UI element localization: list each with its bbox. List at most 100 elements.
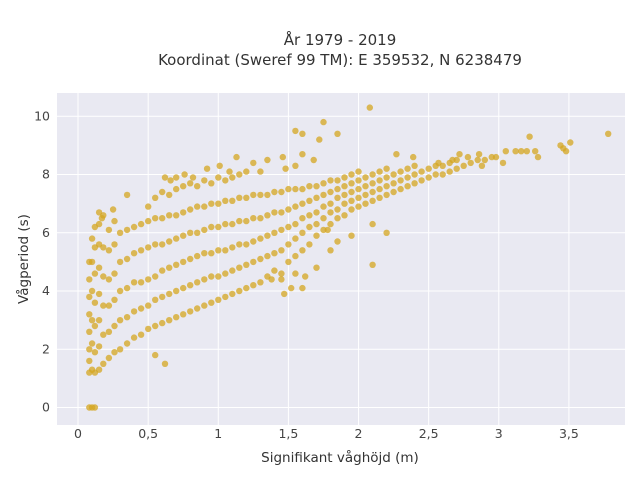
data-point [411, 162, 418, 169]
data-point [334, 130, 341, 137]
data-point [393, 151, 400, 158]
data-point [355, 177, 362, 184]
data-point [355, 185, 362, 193]
data-point [167, 177, 174, 184]
data-point [194, 305, 201, 312]
data-point [306, 197, 313, 204]
data-point [605, 130, 612, 137]
y-tick-label: 2 [42, 341, 50, 356]
data-point [111, 270, 118, 277]
data-point [418, 177, 425, 184]
data-point [306, 223, 313, 231]
data-point [327, 220, 334, 228]
data-point [166, 290, 173, 298]
data-point [116, 258, 124, 266]
data-point [369, 188, 376, 196]
data-point [243, 168, 250, 175]
data-point [334, 215, 341, 222]
data-point [362, 183, 369, 190]
data-point [264, 212, 271, 219]
data-point [299, 185, 306, 193]
data-point [397, 177, 404, 184]
data-point [180, 232, 187, 239]
data-point [86, 357, 93, 365]
data-point [418, 168, 425, 175]
data-point [137, 247, 145, 254]
data-point [383, 165, 390, 172]
data-point [502, 148, 509, 155]
data-point [137, 220, 145, 228]
data-point [355, 168, 362, 175]
data-point [166, 212, 173, 219]
data-point [180, 209, 187, 216]
data-point [243, 284, 250, 292]
data-point [369, 180, 376, 187]
data-point [292, 220, 299, 228]
data-point [215, 200, 222, 207]
data-point [257, 168, 264, 175]
data-point [173, 287, 180, 295]
data-point [173, 174, 180, 181]
data-point [271, 250, 278, 257]
data-point [194, 183, 201, 190]
data-point [404, 183, 411, 190]
data-point [285, 223, 292, 231]
data-point [91, 404, 99, 411]
data-point [341, 191, 348, 199]
data-point [341, 183, 348, 190]
data-point [390, 180, 397, 187]
data-point [383, 229, 390, 236]
data-point [383, 183, 390, 190]
data-point [282, 165, 289, 172]
data-point [313, 232, 320, 239]
data-point [130, 334, 138, 341]
data-point [229, 174, 236, 181]
data-point [243, 241, 250, 248]
data-point [208, 299, 215, 306]
data-point [299, 247, 306, 254]
data-point [292, 203, 299, 210]
data-point [145, 244, 152, 251]
data-point [208, 200, 215, 207]
data-point [161, 360, 169, 367]
data-point [229, 267, 236, 274]
data-point [366, 104, 373, 111]
data-point [432, 171, 439, 178]
data-point [456, 151, 463, 158]
data-point [341, 200, 348, 207]
data-point [201, 250, 208, 257]
y-tick-label: 4 [42, 283, 50, 298]
data-point [201, 177, 208, 184]
data-point [91, 349, 99, 356]
data-point [88, 258, 96, 266]
data-point [98, 215, 106, 222]
data-point [236, 287, 243, 295]
data-point [278, 188, 285, 196]
data-point [288, 284, 295, 292]
data-point [348, 171, 355, 178]
data-point [116, 317, 124, 324]
data-point [166, 317, 173, 324]
data-point [187, 206, 194, 213]
data-point [123, 255, 131, 263]
data-point [194, 203, 201, 210]
data-point [348, 197, 355, 204]
data-point [215, 273, 222, 280]
data-point [229, 290, 236, 298]
data-point [453, 165, 460, 172]
data-point [189, 174, 197, 181]
data-point [250, 191, 257, 199]
data-point [173, 185, 180, 193]
data-point [562, 148, 570, 155]
data-point [411, 171, 418, 178]
data-point [327, 247, 334, 254]
data-point [499, 159, 507, 167]
x-tick-label: 2 [355, 426, 363, 441]
data-point [390, 188, 397, 196]
data-point [410, 153, 417, 161]
data-point [95, 264, 103, 271]
data-point [355, 203, 362, 210]
y-tick-label: 10 [34, 108, 50, 123]
data-point [86, 293, 93, 301]
data-point [229, 220, 236, 228]
